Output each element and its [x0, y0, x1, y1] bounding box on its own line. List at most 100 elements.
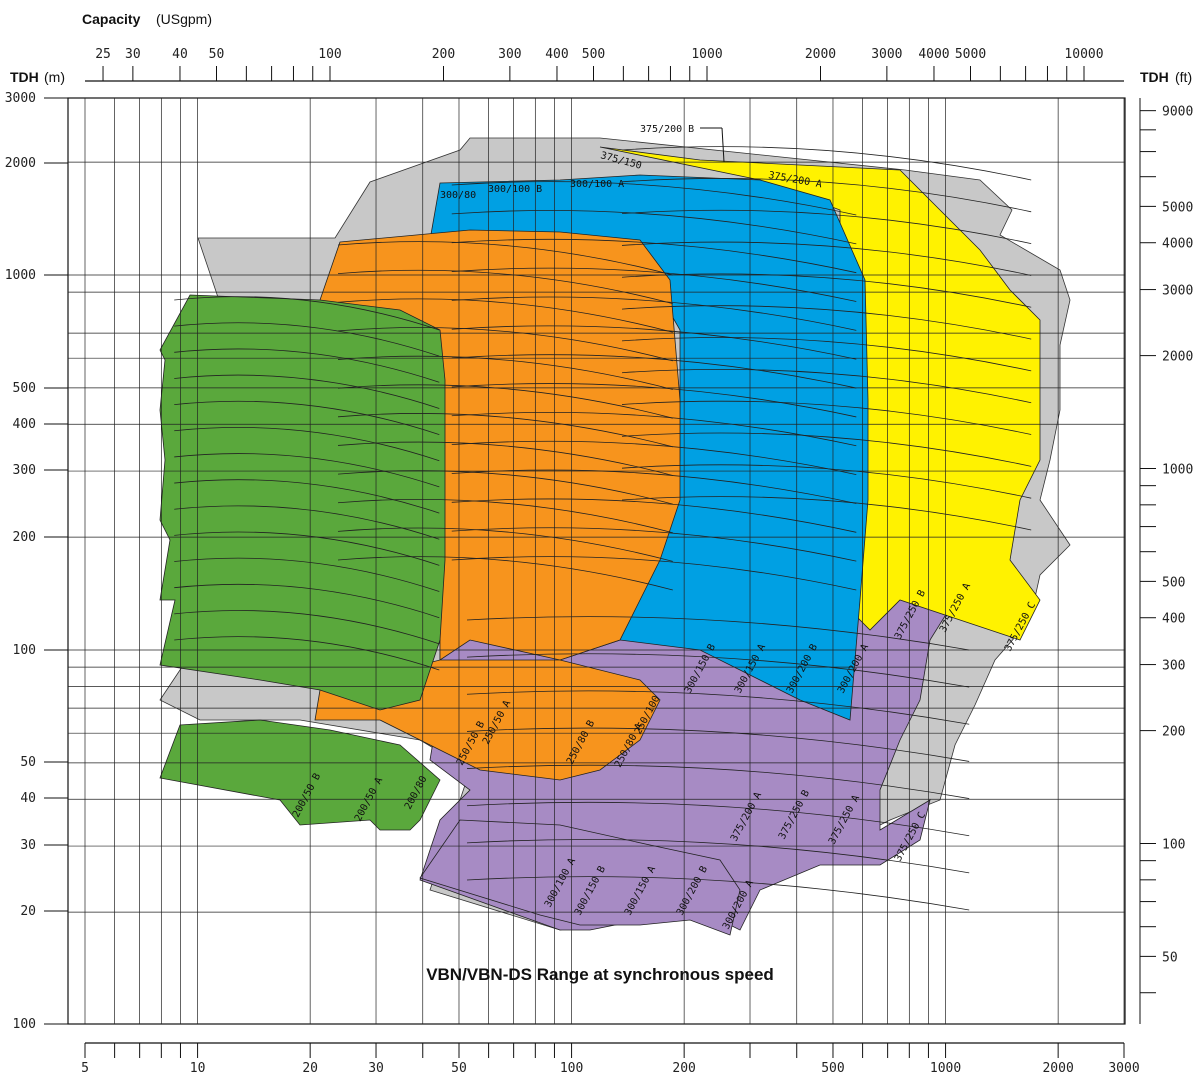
performance-arc	[337, 498, 673, 534]
performance-arc	[174, 348, 440, 383]
performance-arc	[174, 583, 440, 619]
right-tick-label: 1000	[1162, 462, 1193, 477]
top-tick-label: 10000	[1064, 47, 1103, 62]
left-tick-label: 20	[20, 904, 36, 919]
performance-arc	[621, 178, 1032, 213]
performance-arc	[451, 210, 857, 245]
right-axis-unit: (ft)	[1175, 69, 1192, 85]
left-tick-label: 300	[13, 463, 36, 478]
performance-arc	[337, 269, 673, 305]
performance-arc	[451, 181, 857, 216]
performance-arc	[466, 764, 970, 799]
zones-layer	[159, 137, 1071, 936]
left-tick-label: 200	[13, 530, 36, 545]
performance-arc	[621, 432, 1032, 467]
zone-label: 300/100 A	[570, 179, 624, 190]
performance-arc	[621, 273, 1032, 308]
top-tick-label: 400	[545, 47, 568, 62]
left-tick-label: 2000	[5, 156, 36, 171]
performance-arc	[174, 531, 440, 566]
performance-arc	[451, 267, 857, 302]
performance-arc	[174, 610, 440, 645]
performance-arc	[174, 322, 440, 357]
capacity-axis-title: Capacity	[82, 11, 141, 27]
right-tick-label: 300	[1162, 659, 1185, 674]
top-tick-label: 30	[125, 47, 141, 62]
performance-arc	[621, 241, 1032, 276]
performance-arc	[451, 556, 857, 591]
performance-arc	[337, 355, 673, 390]
left-tick-label: 40	[20, 791, 36, 806]
performance-arc	[337, 527, 673, 562]
left-tick-label: 30	[20, 838, 36, 853]
zone-label-leader	[721, 127, 725, 163]
bottom-tick-label: 10	[190, 1061, 206, 1076]
green-zone-area	[159, 294, 446, 711]
right-tick-label: 50	[1162, 950, 1178, 965]
performance-arc	[466, 653, 970, 688]
right-tick-label: 100	[1162, 837, 1185, 852]
performance-arc	[621, 209, 1032, 245]
performance-arc	[451, 440, 857, 476]
performance-arc	[174, 557, 440, 592]
performance-arc	[621, 368, 1032, 404]
performance-arc	[451, 498, 857, 533]
left-tick-label: 3000	[5, 91, 36, 106]
top-tick-label: 3000	[871, 47, 902, 62]
zone-label: 300/80	[440, 190, 476, 201]
right-tick-label: 400	[1162, 612, 1185, 627]
performance-arc	[174, 374, 440, 409]
bottom-tick-label: 5	[81, 1061, 89, 1076]
performance-arc	[466, 690, 970, 725]
top-tick-label: 40	[172, 47, 188, 62]
performance-arcs	[174, 146, 1032, 911]
bottom-tick-label: 200	[672, 1061, 695, 1076]
right-tick-label: 200	[1162, 725, 1185, 740]
performance-arc	[174, 296, 440, 331]
performance-arc	[337, 470, 673, 505]
bottom-tick-label: 500	[821, 1061, 844, 1076]
performance-arc	[466, 801, 970, 837]
performance-arc	[337, 327, 673, 362]
performance-arc	[451, 296, 857, 331]
top-tick-label: 50	[209, 47, 225, 62]
performance-arc	[466, 839, 970, 874]
top-tick-label: 25	[95, 47, 111, 62]
performance-arc	[337, 241, 673, 276]
top-tick-label: 500	[582, 47, 605, 62]
right-axis-title: TDH	[1140, 69, 1169, 85]
right-tick-label: 2000	[1162, 350, 1193, 365]
bottom-tick-label: 2000	[1042, 1061, 1073, 1076]
bottom-tick-label: 1000	[930, 1061, 961, 1076]
performance-arc	[337, 298, 673, 333]
performance-arc	[621, 337, 1032, 372]
left-axis-unit: (m)	[44, 69, 65, 85]
performance-arc	[466, 727, 970, 762]
performance-arc	[621, 400, 1032, 435]
left-tick-label: 400	[13, 417, 36, 432]
performance-arc	[174, 426, 440, 462]
green-lower-area	[159, 719, 441, 831]
performance-arc	[174, 636, 440, 671]
left-tick-label: 100	[13, 1017, 36, 1032]
performance-arc	[451, 354, 857, 389]
purple-lower-area	[419, 819, 741, 936]
performance-arc	[621, 496, 1032, 531]
top-tick-label: 4000	[918, 47, 949, 62]
left-tick-label: 50	[20, 755, 36, 770]
left-tick-label: 1000	[5, 268, 36, 283]
performance-arc	[451, 325, 857, 360]
bottom-tick-label: 20	[302, 1061, 318, 1076]
grid-layer	[68, 98, 1125, 1024]
top-tick-label: 300	[498, 47, 521, 62]
left-tick-label: 500	[13, 381, 36, 396]
performance-arc	[466, 876, 970, 911]
top-tick-label: 5000	[955, 47, 986, 62]
performance-arc	[621, 464, 1032, 499]
performance-arc	[337, 556, 673, 591]
top-tick-label: 100	[318, 47, 341, 62]
chart-title: VBN/VBN-DS Range at synchronous speed	[426, 965, 774, 984]
bottom-tick-label: 3000	[1108, 1061, 1139, 1076]
top-tick-label: 2000	[805, 47, 836, 62]
